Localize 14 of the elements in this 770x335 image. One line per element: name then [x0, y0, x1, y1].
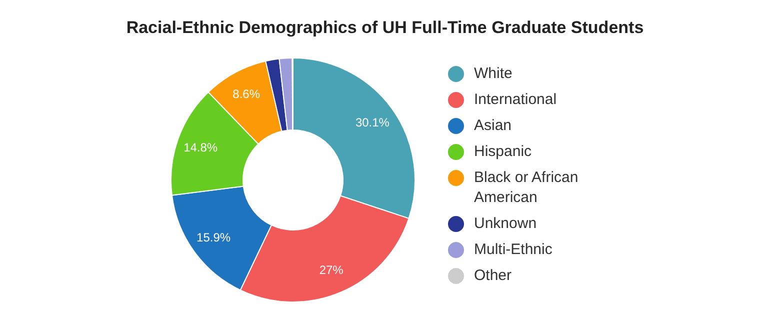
legend-label: Asian	[474, 116, 512, 136]
chart-title: Racial-Ethnic Demographics of UH Full-Time Graduate Students	[125, 18, 645, 38]
data-label: 14.8%	[184, 140, 218, 154]
legend-label: Black or African American	[474, 168, 580, 208]
legend-label: Multi-Ethnic	[474, 240, 552, 260]
legend-label: International	[474, 90, 557, 110]
legend-label: Unknown	[474, 214, 537, 234]
data-label: 27%	[319, 263, 344, 278]
legend-label: Hispanic	[474, 142, 532, 162]
data-label: 30.1%	[355, 116, 390, 130]
legend-label: Other	[474, 266, 512, 286]
data-label: 8.6%	[232, 86, 260, 101]
legend-label: White	[474, 64, 512, 84]
data-label: 15.9%	[196, 230, 231, 244]
